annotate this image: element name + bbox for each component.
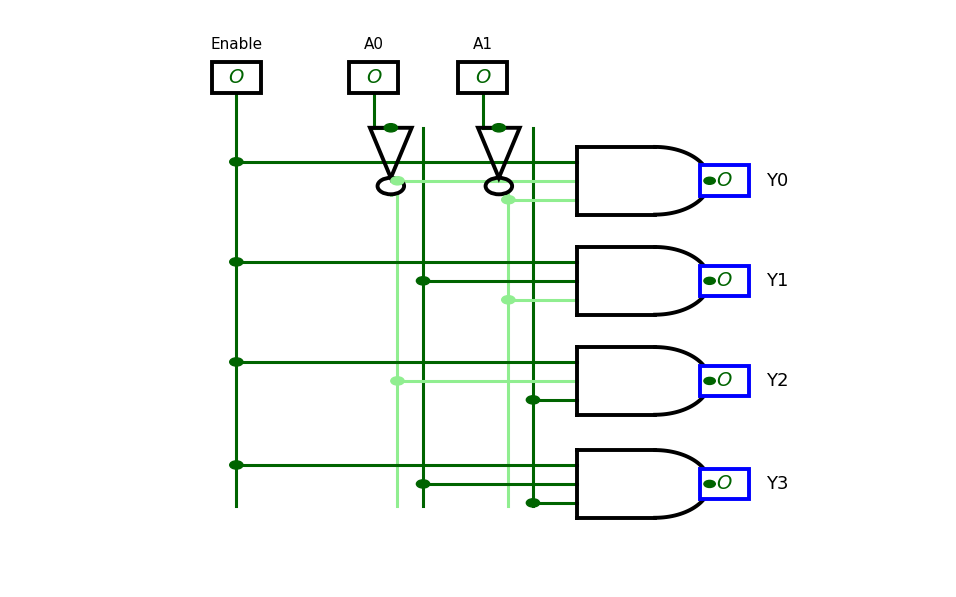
Circle shape <box>391 377 404 385</box>
Circle shape <box>502 296 515 304</box>
Text: O: O <box>366 68 381 87</box>
Text: A1: A1 <box>472 37 492 52</box>
FancyBboxPatch shape <box>700 165 750 196</box>
Text: Enable: Enable <box>210 37 262 52</box>
Text: O: O <box>717 475 732 494</box>
FancyBboxPatch shape <box>349 63 399 93</box>
Circle shape <box>704 177 715 184</box>
FancyBboxPatch shape <box>700 266 750 296</box>
Circle shape <box>229 158 243 166</box>
Circle shape <box>492 124 506 132</box>
Text: Y0: Y0 <box>766 172 789 190</box>
Circle shape <box>417 480 429 488</box>
Text: O: O <box>475 68 490 87</box>
Circle shape <box>704 278 715 284</box>
Text: Y1: Y1 <box>766 272 789 290</box>
Circle shape <box>704 481 715 488</box>
Text: Y3: Y3 <box>766 475 789 493</box>
Text: A0: A0 <box>363 37 383 52</box>
FancyBboxPatch shape <box>211 63 261 93</box>
Circle shape <box>391 177 404 185</box>
Circle shape <box>229 461 243 469</box>
Text: O: O <box>228 68 244 87</box>
Circle shape <box>527 396 539 404</box>
Circle shape <box>229 358 243 366</box>
Circle shape <box>527 498 539 507</box>
Circle shape <box>502 196 515 204</box>
FancyBboxPatch shape <box>458 63 508 93</box>
FancyBboxPatch shape <box>700 469 750 499</box>
Circle shape <box>704 377 715 384</box>
Text: O: O <box>717 272 732 290</box>
Text: O: O <box>717 371 732 390</box>
Circle shape <box>384 124 398 132</box>
Text: O: O <box>717 171 732 190</box>
Text: Y2: Y2 <box>766 372 789 390</box>
FancyBboxPatch shape <box>700 365 750 396</box>
Circle shape <box>229 258 243 266</box>
Circle shape <box>417 277 429 285</box>
